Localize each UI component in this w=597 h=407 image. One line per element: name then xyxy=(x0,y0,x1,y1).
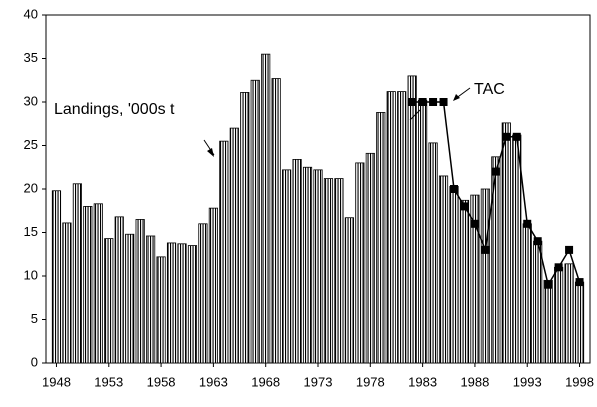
y-tick-label: 0 xyxy=(31,354,38,369)
marker xyxy=(460,202,469,211)
x-tick-label: 1963 xyxy=(199,374,228,389)
x-tick-label: 1993 xyxy=(513,374,542,389)
bar xyxy=(219,140,229,364)
bar xyxy=(250,79,260,364)
bar xyxy=(365,152,375,364)
x-tick-label: 1998 xyxy=(565,374,594,389)
bar xyxy=(564,263,574,364)
marker xyxy=(470,219,479,228)
marks xyxy=(51,53,585,364)
tac-arrow-2 xyxy=(409,109,421,121)
bar xyxy=(323,178,334,364)
bar xyxy=(229,127,239,364)
marker xyxy=(512,132,521,141)
x-tick-label: 1948 xyxy=(42,374,71,389)
marker xyxy=(450,185,458,193)
bar xyxy=(449,185,459,364)
bar xyxy=(554,266,564,364)
x-tick-label: 1978 xyxy=(356,374,385,389)
bar xyxy=(512,134,522,364)
bar xyxy=(501,122,511,364)
bar xyxy=(135,219,145,364)
bar xyxy=(146,235,156,364)
tac-label: TAC xyxy=(474,81,505,98)
bar xyxy=(187,245,198,364)
x-tick-label: 1973 xyxy=(304,374,333,389)
bar xyxy=(418,99,428,364)
bar xyxy=(114,216,124,364)
tac-arrowhead xyxy=(453,94,460,101)
bar xyxy=(51,190,62,364)
bar xyxy=(282,169,292,364)
marker xyxy=(502,132,511,141)
bar xyxy=(166,242,177,364)
x-tick-label: 1968 xyxy=(251,374,280,389)
bar xyxy=(355,162,365,364)
bar xyxy=(480,188,490,364)
marker xyxy=(439,98,448,106)
y-tick-label: 5 xyxy=(31,311,38,326)
marker xyxy=(523,219,532,228)
bar xyxy=(334,178,344,364)
landings-label: Landings, '000s t xyxy=(54,101,175,118)
bar xyxy=(491,156,501,364)
y-tick-label: 20 xyxy=(24,180,38,195)
bar xyxy=(198,223,208,364)
x-tick-label: 1988 xyxy=(460,374,489,389)
bar xyxy=(543,279,553,364)
y-tick-label: 35 xyxy=(24,50,38,65)
bar xyxy=(83,205,93,364)
marker xyxy=(575,278,584,287)
bar xyxy=(292,159,302,364)
bar xyxy=(407,75,417,364)
bar xyxy=(271,78,281,364)
bar xyxy=(261,53,271,364)
marker xyxy=(481,245,490,254)
bar xyxy=(438,175,449,364)
bar xyxy=(125,233,135,364)
bar xyxy=(313,169,323,364)
bar xyxy=(533,240,543,364)
marker xyxy=(554,263,563,272)
x-tick-label: 1983 xyxy=(408,374,437,389)
bar xyxy=(62,222,72,364)
bar xyxy=(72,183,82,364)
bar xyxy=(177,243,187,364)
bar xyxy=(376,112,386,364)
y-tick-label: 30 xyxy=(24,93,38,108)
bar xyxy=(428,142,438,364)
bar xyxy=(397,91,407,364)
marker xyxy=(491,167,500,176)
bar xyxy=(522,223,532,364)
marker xyxy=(418,98,427,106)
bar xyxy=(208,207,218,364)
bar xyxy=(459,199,470,364)
marker xyxy=(544,280,553,289)
marker xyxy=(565,245,574,254)
bar xyxy=(302,166,313,364)
y-tick-label: 40 xyxy=(24,6,38,21)
landings-arrowhead xyxy=(207,148,214,157)
marker xyxy=(533,237,542,246)
bar xyxy=(93,203,103,364)
y-tick-label: 10 xyxy=(24,267,38,282)
bar xyxy=(574,281,585,364)
bar xyxy=(104,238,114,364)
x-tick-label: 1958 xyxy=(147,374,176,389)
bar xyxy=(156,256,166,364)
y-tick-label: 15 xyxy=(24,224,38,239)
bar xyxy=(344,217,354,364)
bar xyxy=(386,91,396,364)
x-tick-label: 1953 xyxy=(94,374,123,389)
bar xyxy=(240,92,250,364)
marker xyxy=(429,98,438,106)
y-tick-label: 25 xyxy=(24,137,38,152)
marker xyxy=(408,98,417,106)
